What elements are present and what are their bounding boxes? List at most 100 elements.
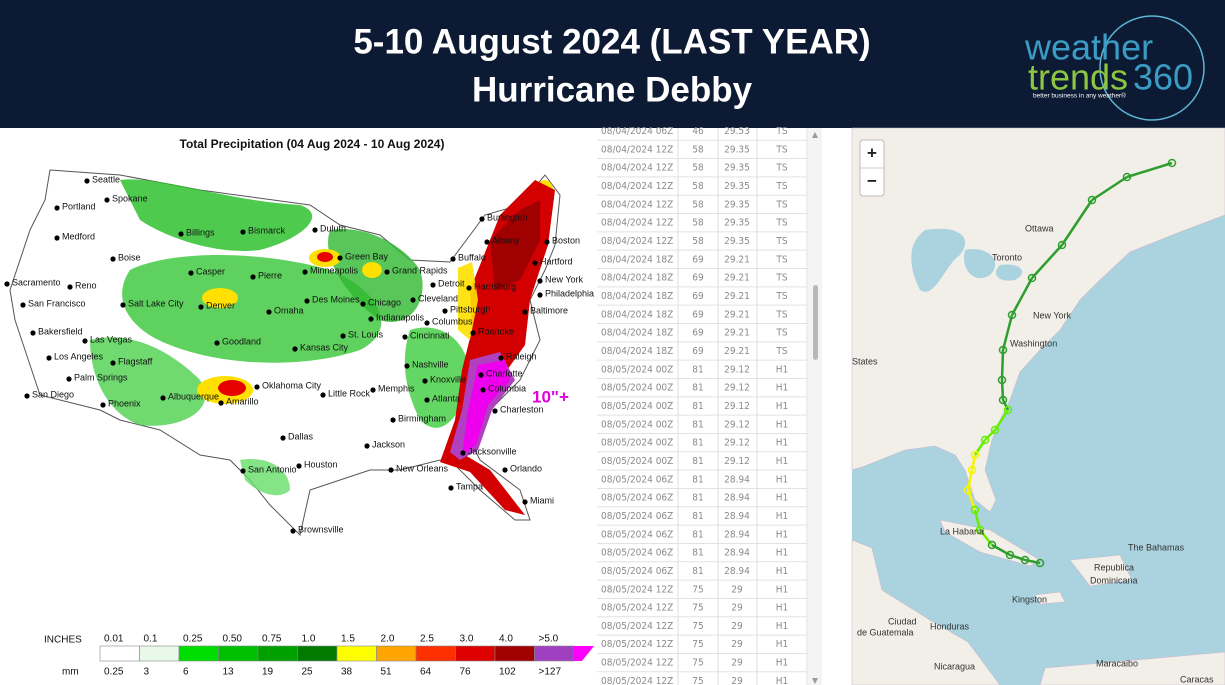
city-label: Dallas: [288, 431, 314, 441]
track-segment: [1126, 161, 1173, 179]
scroll-down[interactable]: [812, 678, 818, 684]
table-cell: 81: [692, 529, 703, 540]
city-label: St. Louis: [348, 329, 384, 339]
city-dot: [30, 330, 36, 336]
city-label: San Diego: [32, 389, 74, 399]
rain-area: [362, 262, 382, 278]
table-cell: 29.21: [724, 291, 750, 302]
city-label: Bismarck: [248, 225, 286, 235]
city-dot: [442, 308, 448, 314]
city-dot: [46, 355, 52, 361]
table-cell: 08/04/2024 18Z: [601, 254, 673, 265]
table-cell: H1: [776, 456, 789, 467]
city-dot: [532, 260, 538, 266]
legend-mm: 3: [144, 667, 150, 678]
city-label: Birmingham: [398, 413, 446, 423]
table-cell: 81: [692, 566, 703, 577]
table-cell: 69: [692, 309, 704, 320]
city-dot: [390, 417, 396, 423]
legend-mm: 64: [420, 667, 432, 678]
table-cell: 58: [692, 236, 704, 247]
legend-swatch: [494, 645, 535, 662]
table-cell: 58: [692, 163, 704, 174]
city-label: Columbia: [488, 383, 526, 393]
city-label: Buffalo: [458, 252, 486, 262]
table-cell: H1: [776, 401, 789, 412]
table-cell: 29.12: [724, 419, 750, 430]
city-dot: [479, 216, 485, 222]
city-label: Reno: [75, 280, 97, 290]
city-dot: [320, 392, 326, 398]
table-cell: 81: [692, 383, 703, 394]
city-label: Philadelphia: [545, 288, 594, 298]
city-label: Boston: [552, 235, 580, 245]
table-cell: 08/05/2024 00Z: [601, 364, 673, 375]
table-cell: 08/04/2024 12Z: [601, 236, 673, 247]
map-label: Washington: [1010, 338, 1057, 348]
city-label: Bakersfield: [38, 326, 83, 336]
city-dot: [250, 274, 256, 280]
scrollbar-thumb[interactable]: [813, 285, 818, 360]
table-cell: H1: [776, 364, 789, 375]
city-label: Billings: [186, 227, 215, 237]
city-dot: [54, 205, 60, 211]
table-cell: 81: [692, 438, 703, 449]
track-segment: [1010, 277, 1034, 316]
track-point: [970, 505, 980, 515]
city-dot: [292, 346, 298, 352]
table-cell: H1: [776, 621, 789, 632]
city-label: San Antonio: [248, 464, 297, 474]
table-cell: 08/04/2024 06Z: [601, 126, 673, 137]
subtitle: Hurricane Debby: [472, 70, 753, 109]
city-label: Jackson: [372, 439, 405, 449]
table-cell: 08/05/2024 06Z: [601, 566, 673, 577]
legend-unit: mm: [62, 667, 79, 678]
table-cell: 81: [692, 419, 703, 430]
rain-annotation: 10"+: [532, 387, 569, 406]
logo-word: trends: [1028, 57, 1128, 98]
track-segment: [1060, 199, 1094, 246]
table-cell: 81: [692, 364, 703, 375]
zoom-out[interactable]: −: [867, 171, 877, 190]
zoom-in[interactable]: +: [867, 143, 877, 162]
city-dot: [448, 485, 454, 491]
map-label: The Bahamas: [1128, 542, 1185, 552]
track-segment: [1031, 244, 1063, 279]
legend-mm: 19: [262, 667, 274, 678]
table-cell: 29.35: [724, 144, 750, 155]
table-cell: 08/05/2024 00Z: [601, 383, 673, 394]
rain-area: [90, 337, 206, 426]
city-label: Medford: [62, 231, 95, 241]
legend-swatch: [297, 645, 338, 662]
city-dot: [280, 435, 286, 441]
table-cell: TS: [775, 144, 787, 155]
city-dot: [24, 393, 30, 399]
city-label: Little Rock: [328, 388, 371, 398]
city-dot: [120, 302, 126, 308]
scrollbar-track[interactable]: [808, 128, 822, 685]
table-cell: 29.21: [724, 309, 750, 320]
table-cell: 29.12: [724, 401, 750, 412]
city-dot: [240, 468, 246, 474]
city-dot: [388, 467, 394, 473]
city-dot: [160, 395, 166, 401]
header-bg: [0, 0, 1225, 128]
table-cell: 75: [692, 603, 703, 614]
table-cell: 08/04/2024 12Z: [601, 163, 673, 174]
city-dot: [522, 499, 528, 505]
city-dot: [498, 355, 504, 361]
table-cell: H1: [776, 548, 789, 559]
city-label: Charlotte: [486, 368, 523, 378]
table-cell: TS: [775, 236, 787, 247]
table-cell: TS: [775, 218, 787, 229]
table-cell: 69: [692, 291, 704, 302]
scroll-up[interactable]: [812, 132, 818, 138]
table-cell: 29.35: [724, 218, 750, 229]
table-cell: 08/04/2024 12Z: [601, 218, 673, 229]
city-dot: [82, 338, 88, 344]
table-cell: 29.12: [724, 456, 750, 467]
city-dot: [460, 450, 466, 456]
land: [851, 539, 1001, 685]
city-label: Cleveland: [418, 293, 458, 303]
table-cell: TS: [775, 126, 787, 137]
